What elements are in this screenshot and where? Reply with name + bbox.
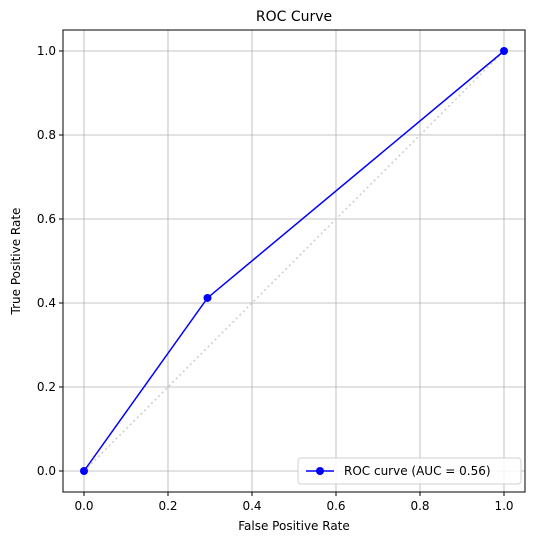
data-point — [500, 47, 508, 55]
x-tick-label: 0.0 — [74, 499, 93, 513]
legend-label: ROC curve (AUC = 0.56) — [344, 464, 491, 478]
x-tick-label: 0.6 — [326, 499, 345, 513]
x-tick-label: 1.0 — [494, 499, 513, 513]
legend: ROC curve (AUC = 0.56) — [297, 457, 522, 485]
x-tick-label: 0.8 — [410, 499, 429, 513]
y-tick-label: 0.0 — [37, 464, 56, 478]
y-axis-label: True Positive Rate — [9, 208, 23, 316]
legend-marker-swatch — [316, 467, 324, 475]
chart-title: ROC Curve — [256, 9, 332, 25]
plot-frame — [62, 29, 526, 493]
data-point — [80, 467, 88, 475]
x-axis-ticks: 0.0 0.2 0.4 0.6 0.8 1.0 — [74, 492, 514, 513]
x-tick-label: 0.2 — [158, 499, 177, 513]
reference-line — [83, 50, 505, 472]
legend-box — [297, 457, 522, 485]
reference-diagonal — [83, 50, 505, 472]
x-tick-label: 0.4 — [242, 499, 261, 513]
y-tick-label: 1.0 — [37, 44, 56, 58]
y-axis-ticks: 0.0 0.2 0.4 0.6 0.8 1.0 — [37, 44, 63, 478]
data-point — [203, 293, 212, 302]
y-tick-label: 0.8 — [37, 128, 56, 142]
y-tick-label: 0.6 — [37, 212, 56, 226]
series-layer — [80, 47, 508, 475]
y-tick-label: 0.2 — [37, 380, 56, 394]
y-tick-label: 0.4 — [37, 296, 56, 310]
x-axis-label: False Positive Rate — [238, 519, 350, 533]
